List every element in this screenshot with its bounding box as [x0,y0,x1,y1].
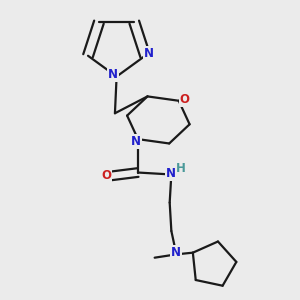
Text: N: N [167,167,176,180]
Text: H: H [176,162,186,175]
Text: N: N [108,68,118,81]
Text: O: O [180,93,190,106]
Text: O: O [101,169,111,182]
Text: N: N [144,46,154,60]
Text: N: N [171,246,182,259]
Text: N: N [131,135,141,148]
